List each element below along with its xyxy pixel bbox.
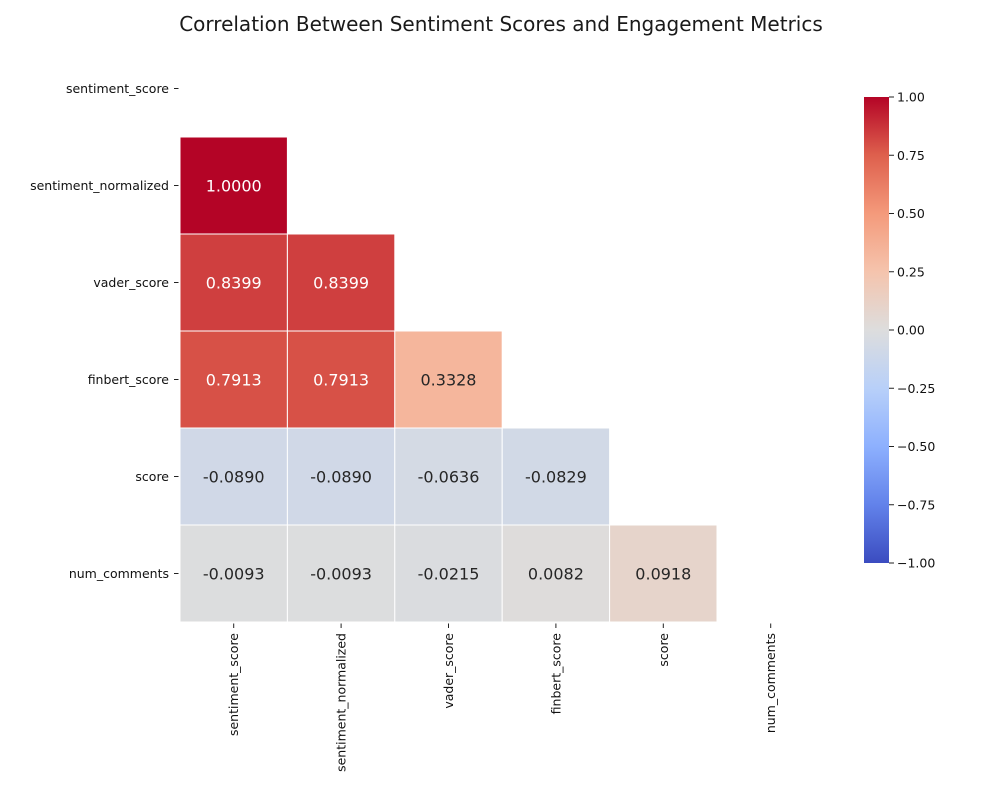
y-tick-label: score <box>135 469 169 484</box>
cell-value-label: 1.0000 <box>206 177 262 196</box>
colorbar: 1.00 0.75 0.50 0.25 0.00 −0.25 −0.50 −0.75 −1.00 <box>864 90 935 571</box>
chart-title: Correlation Between Sentiment Scores and… <box>179 12 823 36</box>
cell-value-label: -0.0890 <box>310 468 372 487</box>
cell-value-label: -0.0093 <box>203 565 265 584</box>
colorbar-tick-label: −0.25 <box>897 381 935 396</box>
y-tick-label: finbert_score <box>88 372 170 387</box>
heatmap-cell <box>179 233 288 332</box>
cell-value-label: -0.0636 <box>418 468 480 487</box>
y-axis: sentiment_score sentiment_normalizedvader… <box>30 81 179 581</box>
x-tick-label: score <box>656 633 671 667</box>
heatmap-cell <box>286 427 396 526</box>
heatmap-cells: 1.0000 0.8399 0.8399 0.7913 0.7913 0.3328 -0.0… <box>179 136 718 623</box>
cell-value-label: 0.8399 <box>206 274 262 293</box>
heatmap-cell <box>394 524 503 623</box>
cell-value-label: -0.0215 <box>418 565 480 584</box>
heatmap-cell <box>286 524 396 623</box>
colorbar-tick-label: −0.75 <box>897 497 935 512</box>
cell-value-label: 0.8399 <box>313 274 369 293</box>
colorbar-tick-label: 0.25 <box>897 264 925 279</box>
y-tick-label: sentiment_score <box>66 81 169 96</box>
cell-value-label: 0.0082 <box>528 565 584 584</box>
heatmap-cell <box>501 524 611 623</box>
colorbar-tick-label: 0.75 <box>897 148 925 163</box>
colorbar-tick-label: 1.00 <box>897 90 925 105</box>
colorbar-tick-label: −0.50 <box>897 439 935 454</box>
x-tick-label: num_comments <box>763 633 778 733</box>
x-tick-label: vader_score <box>441 633 456 709</box>
heatmap-cell <box>286 330 396 429</box>
heatmap-cell <box>394 330 503 429</box>
cell-value-label: -0.0093 <box>310 565 372 584</box>
cell-value-label: -0.0829 <box>525 468 587 487</box>
heatmap-cell <box>179 330 288 429</box>
x-tick-label: finbert_score <box>548 633 563 715</box>
heatmap-cell <box>179 136 288 235</box>
heatmap-cell <box>501 427 611 526</box>
cell-value-label: 0.7913 <box>313 371 369 390</box>
x-tick-label: sentiment_score <box>226 633 241 736</box>
colorbar-tick-label: 0.50 <box>897 206 925 221</box>
y-tick-label: sentiment_normalized <box>30 178 169 193</box>
heatmap-cell <box>286 233 396 332</box>
y-tick-label: vader_score <box>93 275 169 290</box>
x-tick-label: sentiment_normalized <box>334 633 349 772</box>
colorbar-tick-label: −1.00 <box>897 556 935 571</box>
heatmap-cell <box>609 524 718 623</box>
cell-value-label: 0.7913 <box>206 371 262 390</box>
cell-value-label: 0.0918 <box>635 565 691 584</box>
cell-value-label: 0.3328 <box>421 371 477 390</box>
y-tick-label: num_comments <box>69 566 169 581</box>
x-axis: sentiment_score sentiment_normalized vader… <box>226 623 778 772</box>
colorbar-tick-label: 0.00 <box>897 323 925 338</box>
cell-value-label: -0.0890 <box>203 468 265 487</box>
colorbar-gradient <box>864 97 889 563</box>
